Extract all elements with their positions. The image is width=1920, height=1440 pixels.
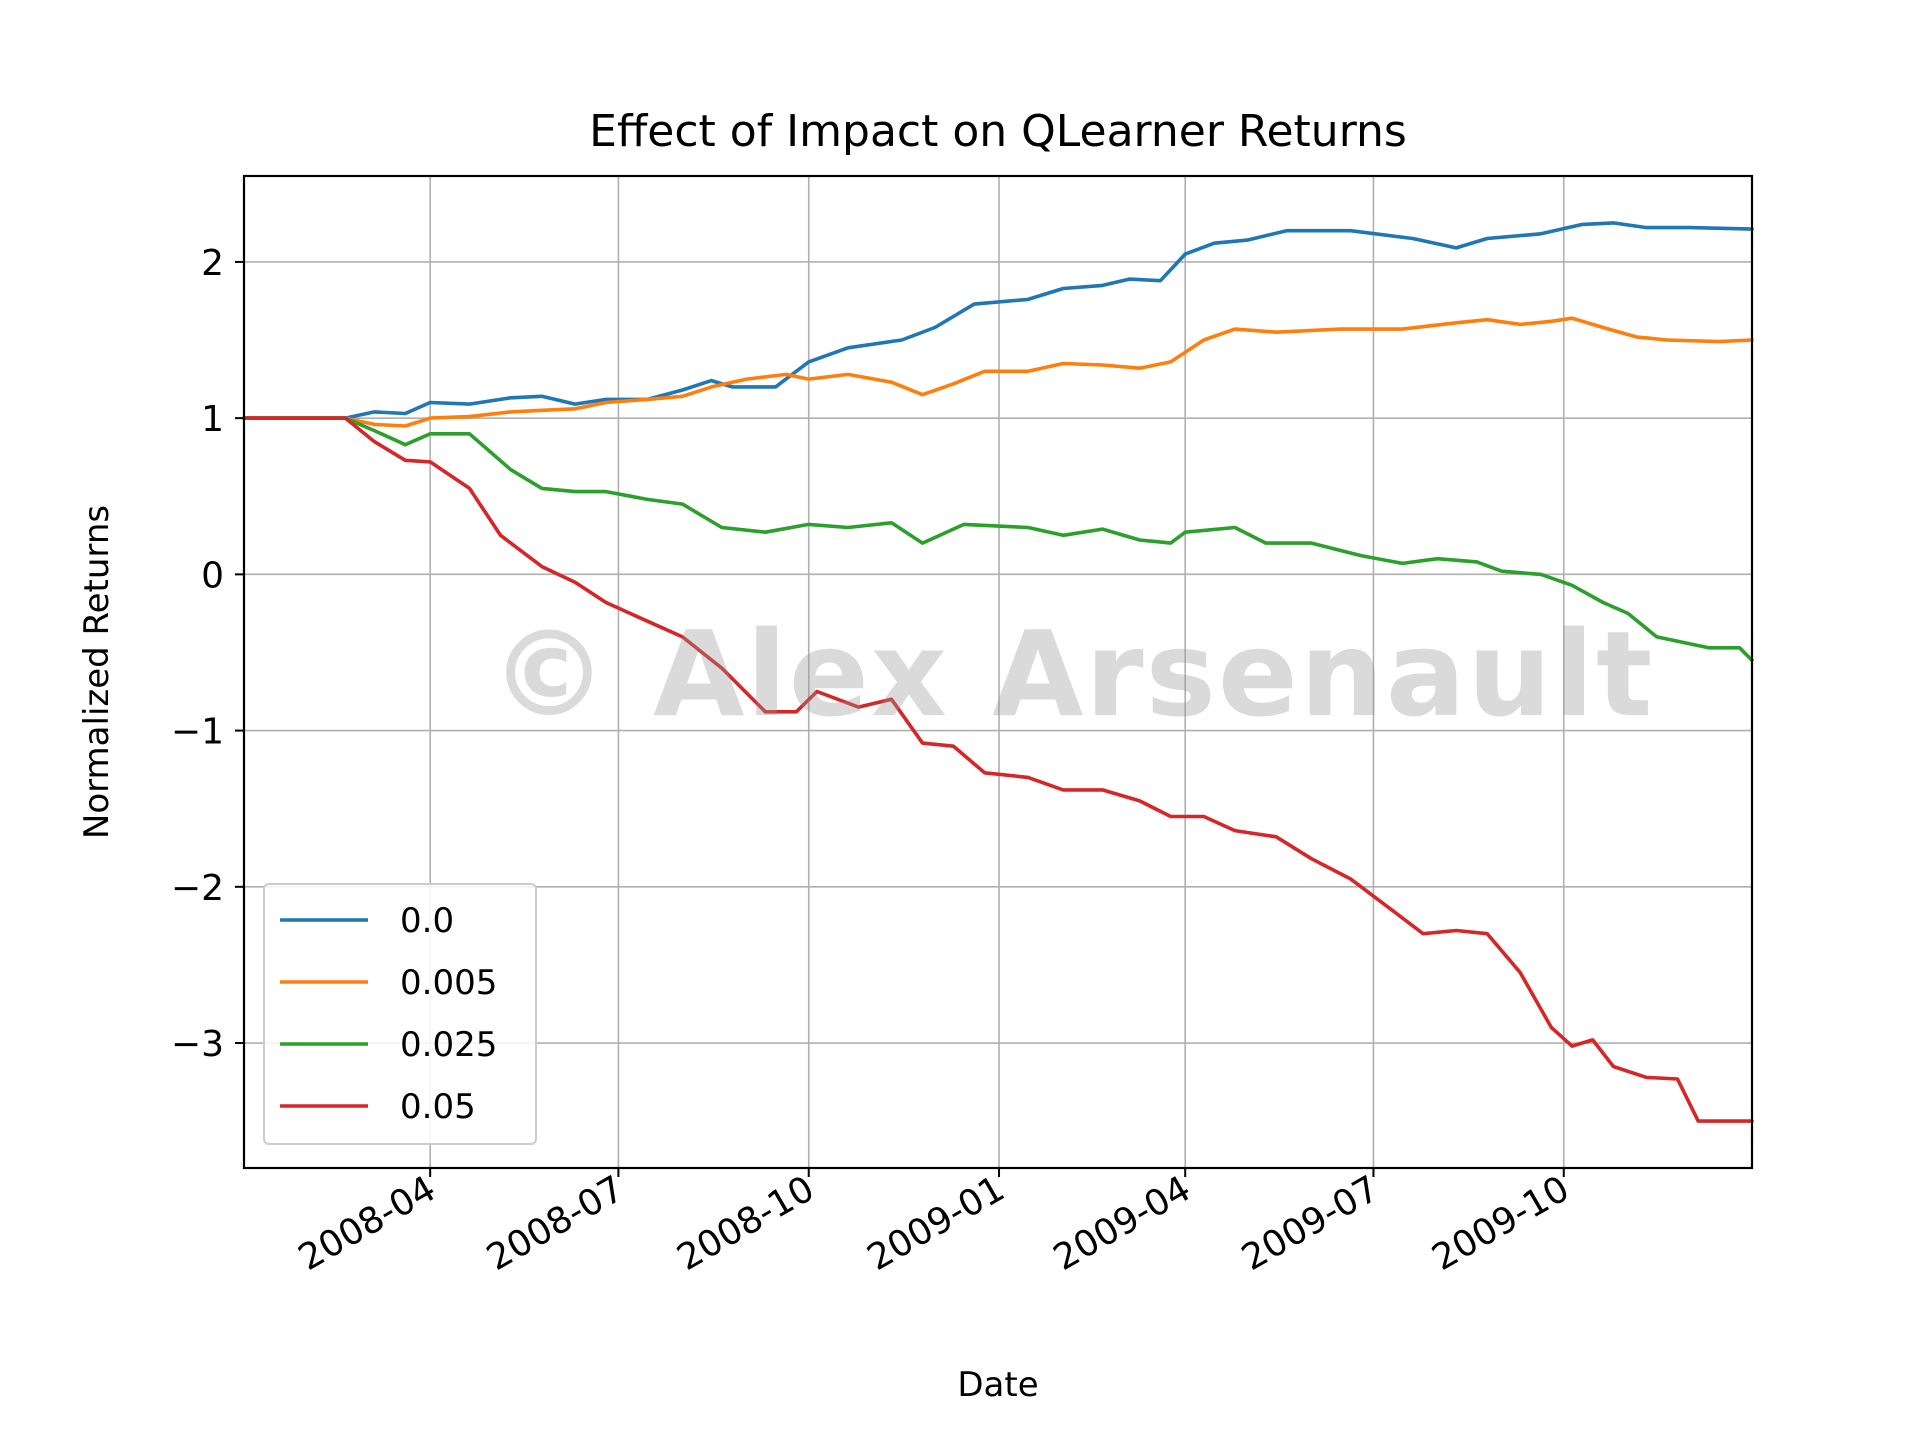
y-axis-label: Normalized Returns xyxy=(77,505,117,839)
y-tick-label: −1 xyxy=(171,712,224,753)
plot-frame xyxy=(242,174,1754,1170)
series-line-0.05 xyxy=(242,416,1754,1123)
x-axis-label: Date xyxy=(957,1365,1038,1405)
series-lines xyxy=(242,221,1754,1123)
legend-label: 0.0 xyxy=(400,901,454,941)
chart-title: Effect of Impact on QLearner Returns xyxy=(589,106,1407,157)
y-tick-label: 1 xyxy=(201,399,224,440)
series-line-0.005 xyxy=(242,316,1754,428)
legend-label: 0.005 xyxy=(400,963,497,1003)
legend-label: 0.025 xyxy=(400,1025,497,1065)
legend: 0.0 0.005 0.025 0.05 xyxy=(263,883,537,1145)
grid xyxy=(244,176,1752,1168)
watermark: © Alex Arsenault xyxy=(490,605,1655,743)
y-tick-label: 2 xyxy=(201,243,224,284)
series-line-0.025 xyxy=(242,416,1754,663)
y-tick-label: −2 xyxy=(171,868,224,909)
y-tick-label: −3 xyxy=(171,1024,224,1065)
y-tick-label: 0 xyxy=(201,555,224,596)
legend-box xyxy=(263,883,537,1145)
legend-label: 0.05 xyxy=(400,1087,476,1127)
series-line-0.0 xyxy=(242,221,1754,420)
